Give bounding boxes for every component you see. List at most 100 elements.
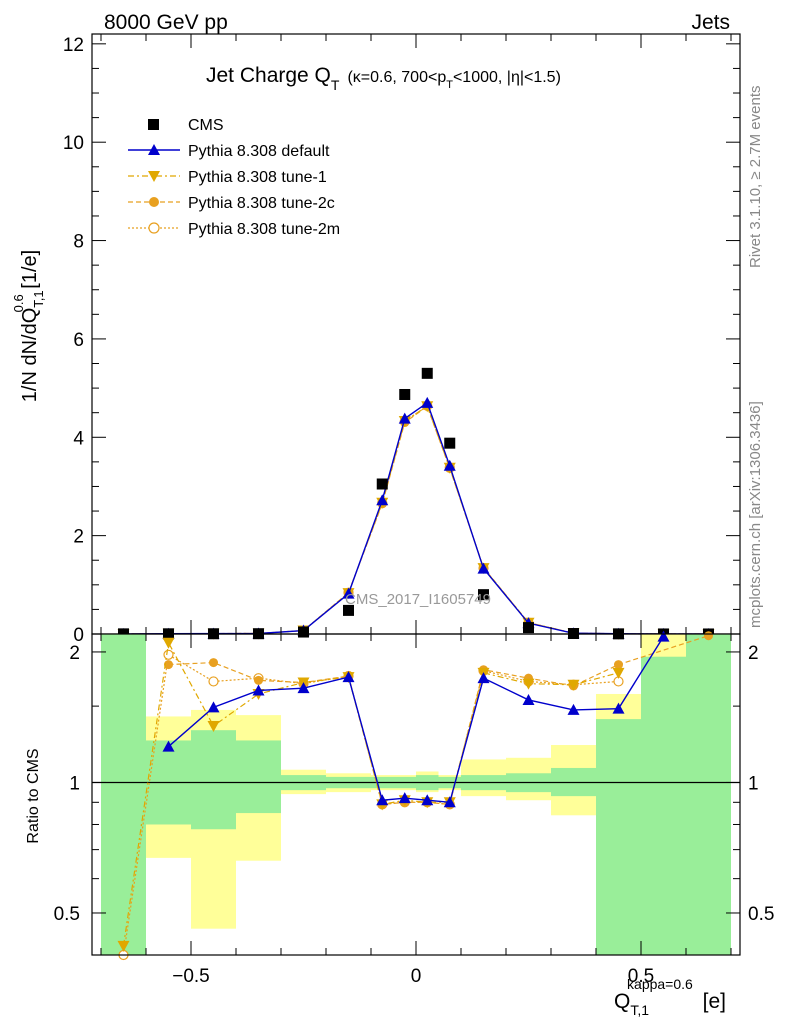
legend-marker-tune-2m [148,222,160,234]
mcplots-label: mcplots.cern.ch [arXiv:1306.3436] [747,401,764,628]
ratio-series-line [168,635,709,806]
legend-entry-tune-1: Pythia 8.308 tune-1 [128,169,327,186]
legend-marker-cms [148,119,159,130]
cms-data-point [523,622,534,634]
ratio-y-tick-label: 0.5 [54,904,80,925]
legend-label-tune-2c: Pythia 8.308 tune-2c [188,195,335,212]
legend-marker-tune-2c [149,197,159,207]
main-y-tick-label: 2 [73,527,84,548]
ratio-y-tick-label-right: 0.5 [748,904,774,925]
x-label-b: [e] [697,990,726,1013]
stat-uncertainty-band [191,730,236,830]
ratio-tune-2m-point [208,676,219,687]
ratio-default-point [421,794,434,806]
cms-data-point [478,589,489,601]
x-label-sup: kappa=0.6 [627,976,693,992]
legend-label-tune-1: Pythia 8.308 tune-1 [188,169,327,186]
main-y-tick-label: 4 [73,428,84,449]
legend-marker-default [148,144,160,155]
chart-title-main: Jet Charge Q [206,64,331,87]
ratio-tune-2c-point [254,675,263,685]
ratio-tune-1-point [612,667,625,679]
ratio-x-tick-label: 0.5 [628,966,654,987]
ratio-y-axis-label: Ratio to CMS [25,748,42,843]
chart-title-detail-a: (κ=0.6, 700<p [347,69,446,86]
default-data-point [376,494,389,506]
cms-data-point [421,367,433,379]
cms-data-point [376,478,388,490]
ratio-default-point [342,671,355,683]
stat-uncertainty-band [596,719,641,955]
cms-data-point [343,604,354,616]
cms-data-point [399,388,411,400]
ratio-tune-2c-point [614,660,623,670]
ratio-default-point [207,701,220,713]
ratio-tune-1-point [162,637,175,649]
main-y-label-a: 1/N dN/dQ [19,308,41,402]
ratio-tune-2c-point [704,631,713,641]
ratio-default-point [612,702,625,714]
ratio-series-line [168,636,665,804]
ratio-x-tick-label: 0 [411,966,422,987]
chart-title-detail-sub: T [446,79,453,91]
main-y-tick-label: 10 [63,133,84,154]
main-y-tick-label: 12 [63,35,84,56]
default-data-point [421,396,434,408]
ratio-default-point [657,630,670,642]
ratio-panel: 0.5 0.5 1 1 2 2 −0.5 0 0.5 Ratio to CMS QT,1 kapp… [25,630,774,1018]
stat-uncertainty-band [101,634,146,955]
chart-title-main-sub: T [331,77,340,93]
ratio-y-tick-label: 1 [69,773,80,794]
main-y-label-b: [1/e] [19,250,41,294]
default-data-point [342,587,355,599]
ratio-tune-2c-point [164,660,173,670]
legend: CMS Pythia 8.308 default Pythia 8.308 tu… [128,117,340,238]
stat-uncertainty-band [686,634,731,955]
ratio-tune-1-point [522,678,535,690]
watermark-label: CMS_2017_I1605749 [345,591,491,608]
main-y-tick-label: 0 [73,625,84,646]
ratio-default-point [376,794,389,806]
chart-title-detail-b: <1000, |η|<1.5) [453,69,561,86]
legend-label-cms: CMS [188,117,224,134]
header-right-label: Jets [691,11,730,34]
legend-label-tune-2m: Pythia 8.308 tune-2m [188,221,340,238]
ratio-tune-1-point [567,679,580,691]
ratio-default-point [297,682,310,694]
ratio-y-tick-label-right: 1 [748,773,759,794]
legend-marker-tune-1 [148,171,160,182]
ratio-series-line [122,640,619,946]
ratio-y-tick-label-right: 2 [748,643,759,664]
stat-uncertainty-band [641,656,686,955]
ratio-y-tick-label: 2 [69,643,80,664]
main-y-axis-label: 1/N dN/dQT,1 0.6 [1/e] [11,250,46,402]
legend-entry-tune-2m: Pythia 8.308 tune-2m [128,221,340,238]
ratio-default-point [252,684,265,696]
main-axes: 0 2 4 6 8 10 12 [63,34,740,646]
ratio-tune-1-point [207,720,220,732]
main-panel: 0 2 4 6 8 10 12 CMS_2017_I1605749 Jet Charge Q… [11,33,741,646]
legend-label-default: Pythia 8.308 default [188,143,330,160]
header-left-label: 8000 GeV pp [104,11,228,34]
cms-data-point [298,626,309,638]
x-label-sub: T,1 [630,1002,649,1018]
ratio-default-point [398,792,411,804]
ratio-x-tick-label: −0.5 [172,966,210,987]
ratio-default-point [522,693,535,705]
default-data-point [477,562,490,574]
main-y-tick-label: 6 [73,330,84,351]
main-y-tick-label: 8 [73,232,84,253]
ratio-default-point [567,703,580,715]
cms-data-point [444,437,456,449]
ratio-tune-2m-point [163,649,174,660]
main-y-label-sub: T,1 [31,290,46,307]
ratio-series-line [122,653,619,956]
legend-entry-cms: CMS [148,117,224,134]
legend-entry-default: Pythia 8.308 default [128,143,330,160]
side-labels: Rivet 3.1.10, ≥ 2.7M events mcplots.cern… [747,86,764,629]
default-data-point [443,459,456,471]
ratio-default-point [162,740,175,752]
legend-entry-tune-2c: Pythia 8.308 tune-2c [128,195,335,212]
ratio-x-axis-label: QT,1 kappa=0.6 [e] [614,976,726,1018]
